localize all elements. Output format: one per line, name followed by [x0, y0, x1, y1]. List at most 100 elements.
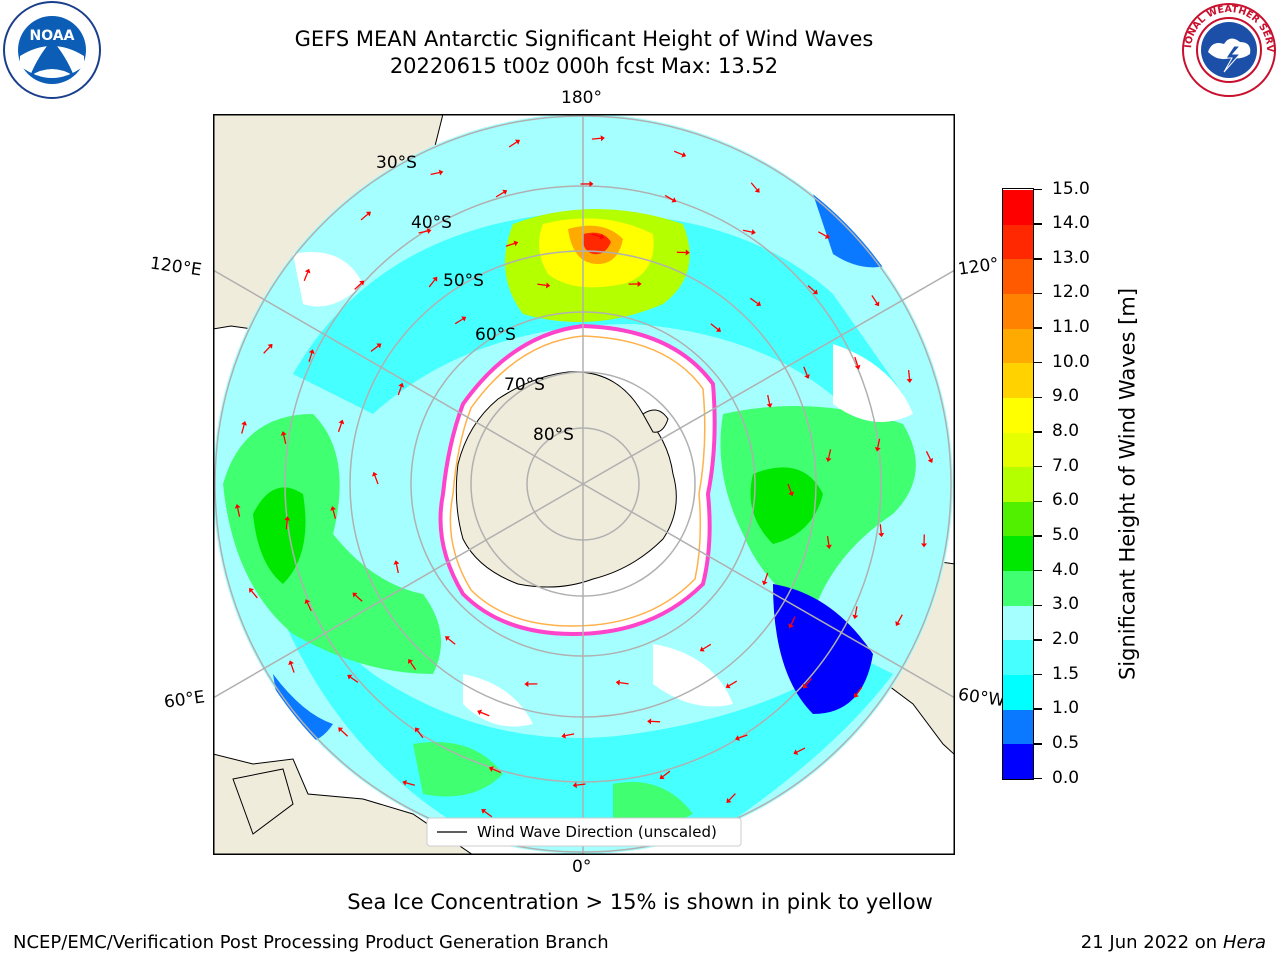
wave-direction-arrow: [249, 587, 258, 599]
colorbar-tick: [1034, 500, 1042, 503]
wave-band-high-east: [750, 467, 823, 544]
wave-direction-arrow: [825, 449, 832, 463]
colorbar-tick-label: 11.0: [1052, 317, 1090, 338]
colorbar-tick: [1034, 258, 1042, 260]
colorbar-segment: [1003, 743, 1033, 779]
wave-direction-arrow: [647, 718, 661, 725]
colorbar-tick-label: 2.0: [1052, 628, 1080, 649]
wave-direction-arrow: [807, 285, 818, 295]
map-graticule: [213, 114, 955, 855]
wave-direction-arrow: [418, 228, 432, 234]
wave-direction-arrow: [288, 660, 295, 673]
wave-direction-arrow: [803, 366, 810, 379]
lat-label-40s: 40°S: [411, 213, 452, 233]
wave-direction-arrow: [284, 516, 291, 530]
wave-direction-arrow: [793, 747, 806, 755]
colorbar-tick: [1034, 777, 1042, 780]
colorbar-tick-label: 1.0: [1052, 698, 1080, 719]
colorbar-tick: [1034, 361, 1042, 364]
colorbar-tick: [1034, 396, 1042, 399]
title-line-1: GEFS MEAN Antarctic Significant Height o…: [294, 27, 874, 51]
wave-direction-arrow: [481, 809, 493, 818]
colorbar-segment: [1003, 709, 1033, 745]
colorbar-segment: [1003, 466, 1033, 502]
wave-direction-arrow: [761, 572, 769, 586]
wave-direction-arrow: [726, 793, 736, 804]
wave-direction-arrow: [871, 295, 880, 307]
wave-direction-arrow: [742, 229, 756, 236]
colorbar-segment: [1003, 189, 1033, 225]
wave-peak-core: [582, 232, 611, 255]
map-panel: 30°S 40°S 50°S 60°S 70°S 80°S Wind Wave …: [213, 114, 955, 855]
wave-direction-arrow: [854, 356, 861, 370]
colorbar-tick: [1034, 292, 1042, 295]
wave-direction-arrow: [591, 233, 605, 240]
wave-direction-arrow: [354, 280, 365, 290]
colorbar-tick: [1034, 327, 1042, 329]
wave-direction-arrow: [337, 419, 345, 433]
colorbar-tick-label: 6.0: [1052, 490, 1080, 511]
nodata-patch-2: [833, 344, 913, 422]
wave-direction-arrow: [308, 349, 315, 362]
colorbar-tick: [1034, 223, 1042, 225]
colorbar-title: Significant Height of Wind Waves [m]: [1115, 287, 1140, 681]
nws-logo: NATIONAL WEATHER SERVICE: [1174, 0, 1280, 104]
lon-label-120w: 120°: [956, 254, 1001, 280]
footer-date: 21 Jun 2022 on Hera: [1081, 932, 1266, 953]
lon-label-0: 0°: [572, 857, 592, 877]
wave-direction-arrow: [280, 431, 287, 444]
colorbar-tick: [1034, 535, 1042, 537]
colorbar-segment: [1003, 432, 1033, 468]
lon-label-180: 180°: [561, 88, 602, 108]
wave-height-field: [213, 114, 953, 854]
wave-direction-arrow: [874, 438, 881, 452]
wave-direction-arrow: [445, 636, 456, 645]
wave-direction-arrow: [628, 280, 642, 287]
colorbar-tick: [1034, 639, 1042, 641]
wave-direction-arrow: [430, 169, 444, 176]
colorbar-segment: [1003, 501, 1033, 537]
wave-direction-arrow: [408, 658, 417, 671]
footer-branch: NCEP/EMC/Verification Post Processing Pr…: [13, 932, 609, 953]
legend-label: Wind Wave Direction (unscaled): [477, 823, 717, 841]
colorbar-tick-label: 9.0: [1052, 386, 1080, 407]
noaa-logo-text: NOAA: [30, 28, 75, 44]
colorbar: [1002, 188, 1034, 780]
wave-direction-arrow: [802, 678, 812, 689]
wave-direction-arrow: [397, 382, 405, 396]
wave-direction-arrow: [766, 394, 773, 408]
wave-direction-arrow: [561, 732, 575, 739]
wave-direction-arrow: [710, 323, 721, 332]
lon-label-60e: 60°E: [162, 687, 207, 713]
wave-direction-arrow: [895, 614, 903, 626]
wave-direction-arrow: [338, 727, 349, 737]
wave-band-mid-east: [720, 406, 916, 614]
lon-label-120e: 120°E: [148, 253, 203, 281]
colorbar-segment: [1003, 605, 1033, 641]
colorbar-segment: [1003, 328, 1033, 364]
colorbar-segment: [1003, 362, 1033, 398]
wave-direction-arrow: [699, 643, 712, 652]
land-antarctica: [455, 371, 677, 588]
lat-label-60s: 60°S: [475, 325, 516, 345]
wave-direction-arrow: [370, 343, 382, 352]
wave-direction-arrow: [787, 483, 794, 497]
wave-direction-arrow: [352, 592, 363, 602]
wave-direction-arrow: [615, 679, 629, 686]
wave-direction-arrow: [854, 686, 863, 698]
wave-direction-arrow: [454, 316, 467, 325]
colorbar-tick: [1034, 708, 1042, 710]
wave-direction-arrow: [750, 297, 762, 306]
wave-band-south-green: [413, 742, 503, 797]
chart-title: GEFS MEAN Antarctic Significant Height o…: [214, 26, 954, 80]
colorbar-tick-label: 7.0: [1052, 455, 1080, 476]
colorbar-tick-label: 0.0: [1052, 767, 1080, 788]
colorbar-tick: [1034, 569, 1042, 572]
colorbar-tick-label: 0.5: [1052, 732, 1080, 753]
colorbar-tick-label: 5.0: [1052, 524, 1080, 545]
colorbar-tick-label: 1.5: [1052, 663, 1080, 684]
colorbar-segment: [1003, 674, 1033, 710]
wave-direction-arrow: [580, 180, 594, 187]
footer-machine: Hera: [1222, 932, 1266, 953]
wave-direction-arrow: [524, 681, 538, 688]
